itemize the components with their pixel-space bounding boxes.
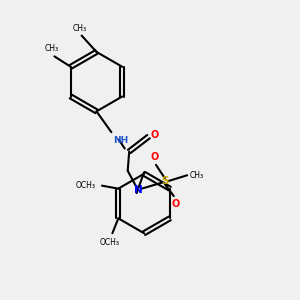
Text: O: O bbox=[150, 152, 159, 162]
Text: O: O bbox=[151, 130, 159, 140]
Text: CH₃: CH₃ bbox=[44, 44, 58, 53]
Text: CH₃: CH₃ bbox=[190, 171, 204, 180]
Text: N: N bbox=[134, 184, 143, 194]
Text: OCH₃: OCH₃ bbox=[76, 181, 96, 190]
Text: CH₃: CH₃ bbox=[73, 24, 87, 33]
Text: S: S bbox=[162, 176, 169, 186]
Text: OCH₃: OCH₃ bbox=[99, 238, 119, 247]
Text: NH: NH bbox=[113, 136, 128, 145]
Text: O: O bbox=[171, 199, 179, 209]
